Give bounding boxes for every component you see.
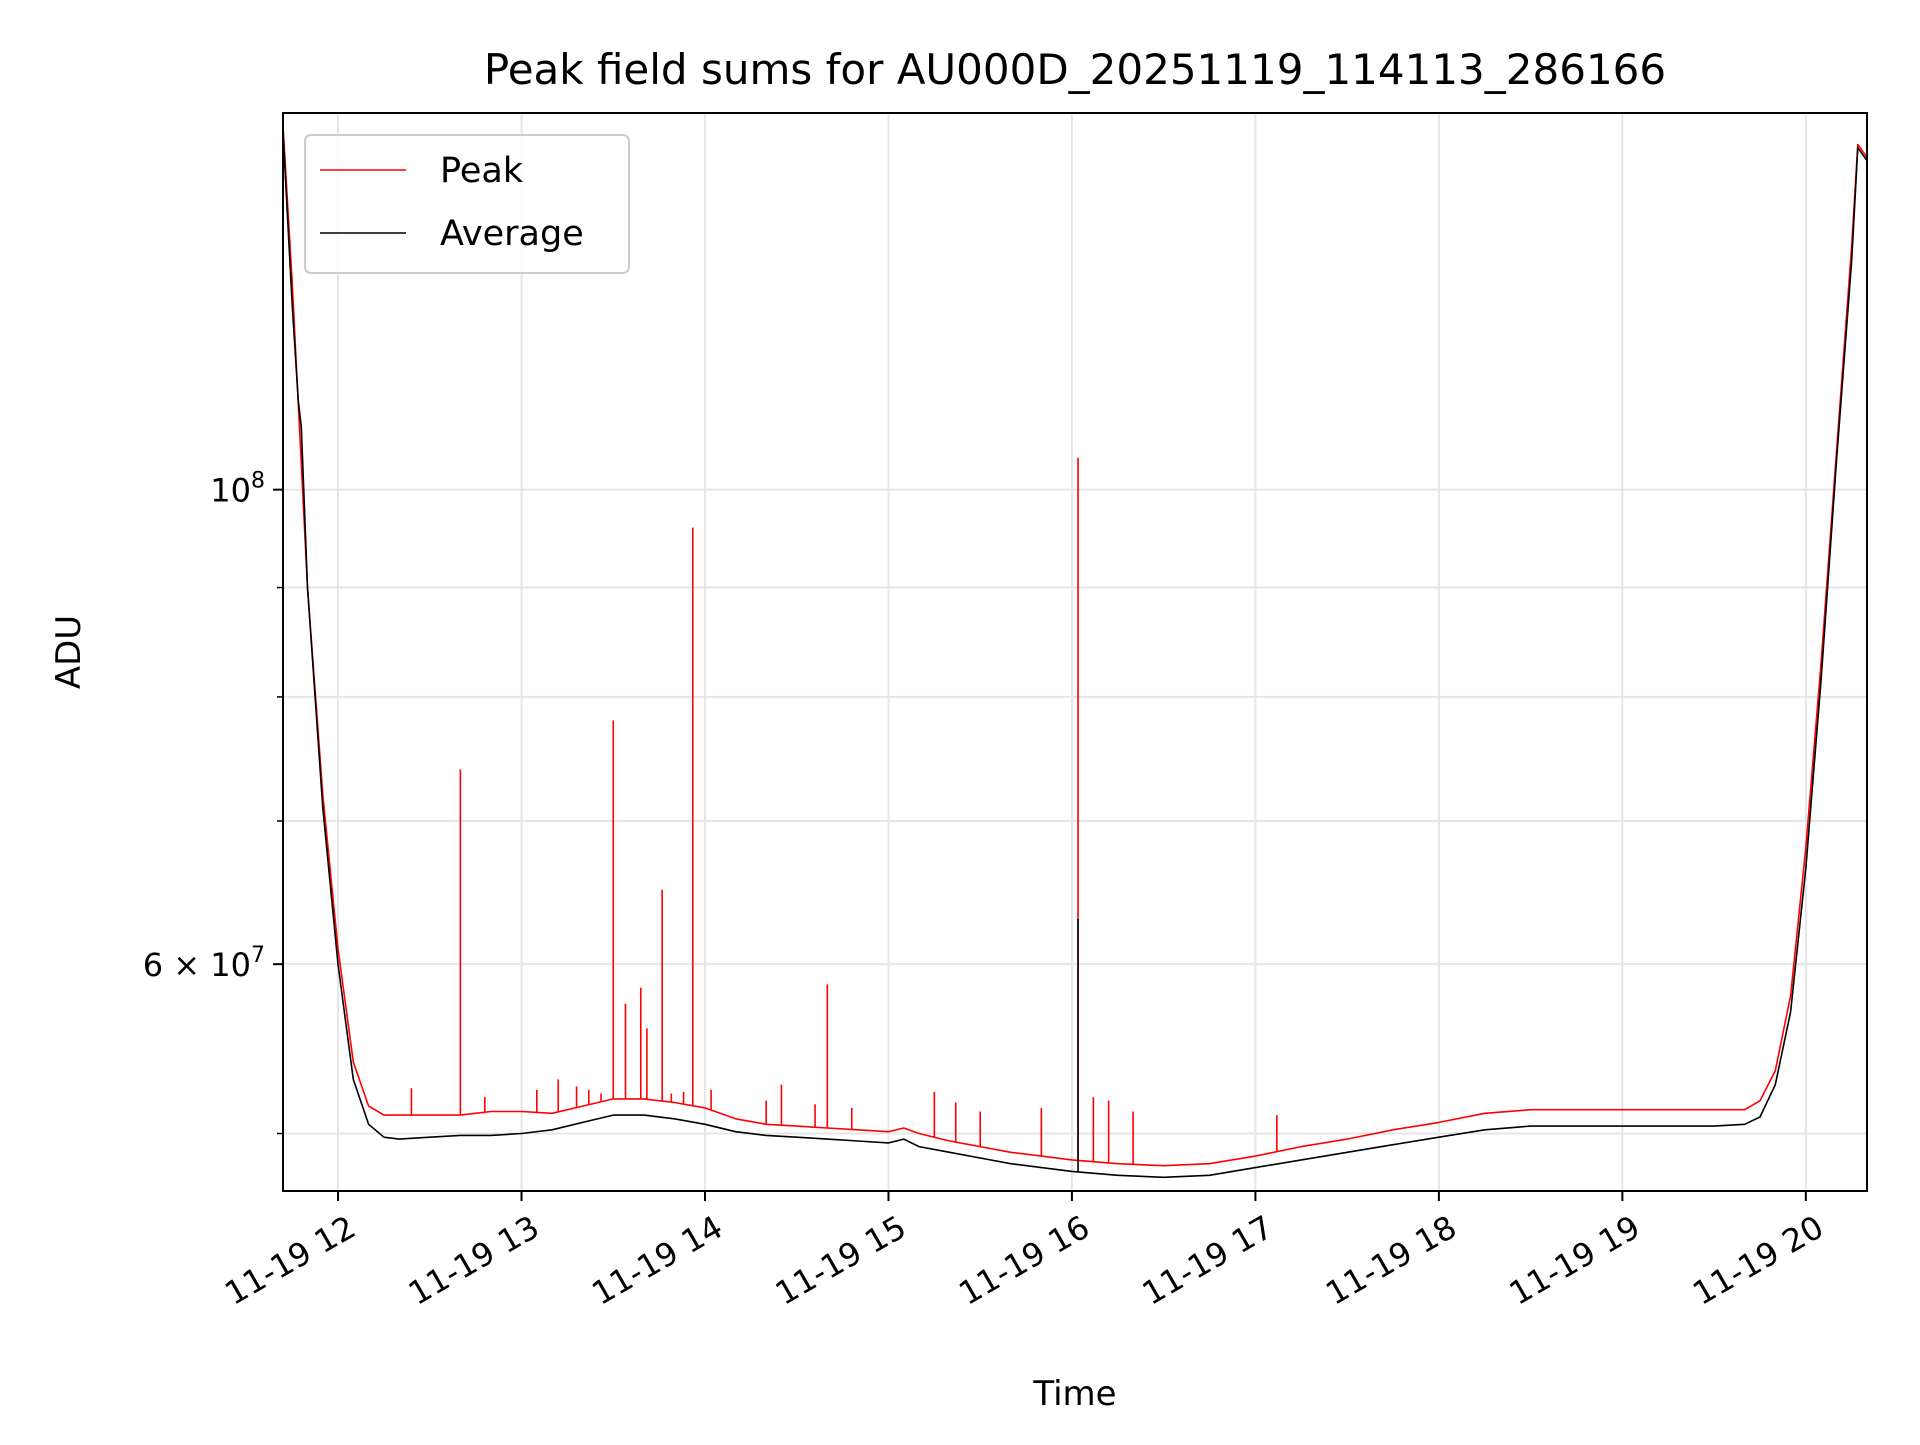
y-tick-label-exponent: 8 [251,469,265,494]
y-tick-label: 108 [210,469,265,510]
y-tick-label: 6 × 107 [143,943,265,984]
y-tick-label-base: 6 × 10 [143,946,251,984]
x-axis-label: Time [1032,1374,1116,1414]
grid-lines [283,113,1867,1191]
legend: Peak Average [304,134,630,274]
series-line-average [283,131,1867,1179]
legend-label-peak: Peak [440,151,524,191]
y-tick-label-exponent: 7 [251,943,265,968]
series-line-peak [283,125,1867,1167]
plot-frame [282,112,1868,1192]
y-axis-ticks: 108 6 × 107 [143,469,283,1135]
chart-title: Peak field sums for AU000D_20251119_1141… [484,45,1666,94]
legend-label-average: Average [440,214,584,254]
y-tick-label-base: 10 [210,472,251,510]
series-layer [283,125,1867,1179]
y-axis-label: ADU [49,615,89,689]
